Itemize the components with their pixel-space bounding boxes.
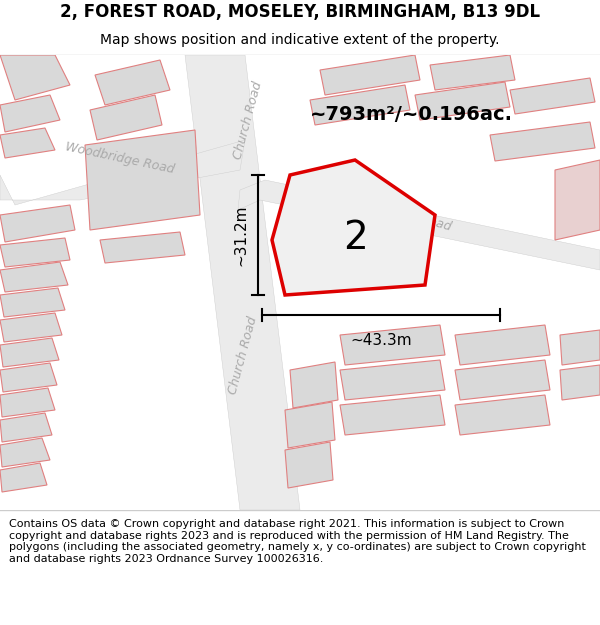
Polygon shape [0,388,55,417]
Polygon shape [0,313,62,342]
Polygon shape [238,180,600,270]
Polygon shape [0,463,47,492]
Polygon shape [0,55,70,100]
Polygon shape [0,363,57,392]
Polygon shape [340,360,445,400]
Polygon shape [0,140,245,205]
Polygon shape [305,215,412,265]
Polygon shape [0,413,52,442]
Polygon shape [0,238,70,267]
Polygon shape [415,82,510,120]
Polygon shape [90,95,162,140]
Polygon shape [85,130,200,230]
Polygon shape [0,205,75,242]
Polygon shape [555,160,600,240]
Polygon shape [290,362,338,408]
Polygon shape [0,262,68,292]
Polygon shape [0,288,65,317]
Polygon shape [320,55,420,95]
Polygon shape [455,395,550,435]
Polygon shape [510,78,595,114]
Text: Contains OS data © Crown copyright and database right 2021. This information is : Contains OS data © Crown copyright and d… [9,519,586,564]
Polygon shape [560,365,600,400]
Text: Church Road: Church Road [232,79,265,161]
Polygon shape [100,232,185,263]
Polygon shape [560,330,600,365]
Text: ~31.2m: ~31.2m [233,204,248,266]
Polygon shape [0,128,55,158]
Polygon shape [455,325,550,365]
Polygon shape [185,55,300,510]
Text: Church Road: Church Road [226,314,260,396]
Polygon shape [95,60,170,105]
Polygon shape [272,160,435,295]
Polygon shape [340,395,445,435]
Text: Woodbridge Road: Woodbridge Road [64,140,176,176]
Polygon shape [490,122,595,161]
Polygon shape [0,338,59,367]
Text: 2: 2 [343,219,367,257]
Text: ~793m²/~0.196ac.: ~793m²/~0.196ac. [310,106,513,124]
Polygon shape [340,325,445,365]
Text: Map shows position and indicative extent of the property.: Map shows position and indicative extent… [100,32,500,47]
Polygon shape [455,360,550,400]
Text: 2, FOREST ROAD, MOSELEY, BIRMINGHAM, B13 9DL: 2, FOREST ROAD, MOSELEY, BIRMINGHAM, B13… [60,3,540,21]
Polygon shape [310,85,410,125]
Polygon shape [285,402,335,448]
Polygon shape [430,55,515,90]
Polygon shape [0,95,60,132]
Polygon shape [0,438,50,467]
Polygon shape [285,442,333,488]
Text: ~43.3m: ~43.3m [350,333,412,348]
Text: Forest Road: Forest Road [377,201,453,234]
